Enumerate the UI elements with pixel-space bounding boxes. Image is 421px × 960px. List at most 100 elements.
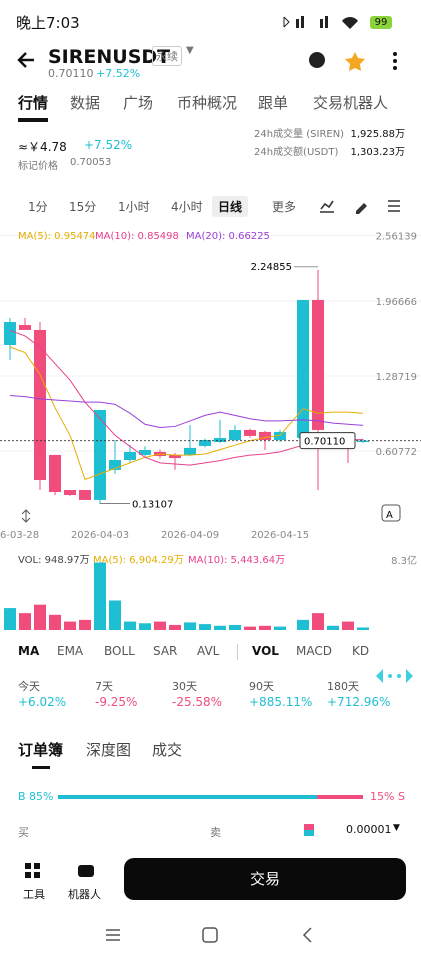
- tab[interactable]: 币种概况: [177, 94, 238, 112]
- candle-body: [169, 454, 181, 459]
- candle-body: [214, 438, 226, 443]
- mark-label: 标记价格: [18, 161, 58, 172]
- candle-body: [297, 299, 309, 439]
- candle-body: [124, 451, 136, 460]
- indicator-tab[interactable]: AVL: [197, 644, 220, 658]
- precision-arrow: ▼: [393, 823, 400, 833]
- candle-body: [109, 459, 121, 470]
- indicator-tab[interactable]: SAR: [153, 644, 178, 658]
- volume-bar: [312, 613, 324, 630]
- tab[interactable]: 行情: [18, 94, 49, 112]
- col-sell: 卖: [210, 826, 221, 839]
- vol-legend: MA(10): 5,443.64万: [188, 555, 285, 566]
- volume-bar: [297, 619, 309, 630]
- header-icons: [309, 52, 397, 71]
- volume-bar: [169, 624, 181, 630]
- separator: [237, 644, 238, 660]
- candle-body: [94, 409, 106, 500]
- cny-price: ≈￥4.78: [18, 140, 67, 154]
- trade-button[interactable]: 交易: [124, 858, 406, 900]
- ma-line: [9, 395, 364, 429]
- candle-body: [274, 431, 286, 441]
- period-value: +712.96%: [327, 695, 391, 709]
- candle-body: [244, 429, 256, 436]
- ma-legend: MA(5): 0.95474: [18, 231, 96, 242]
- tab[interactable]: 数据: [70, 94, 101, 112]
- volume-bar: [229, 624, 241, 630]
- y-tick-label: 1.96666: [376, 297, 417, 308]
- ma-line: [9, 346, 364, 481]
- period-value: +6.02%: [18, 695, 67, 709]
- timeframe[interactable]: 1小时: [118, 200, 150, 214]
- bottom-icons: [25, 863, 94, 878]
- battery: 99: [370, 16, 392, 29]
- stat-label: 24h成交额(USDT): [254, 147, 339, 158]
- candle-body: [259, 431, 271, 441]
- tab[interactable]: 交易机器人: [313, 94, 389, 112]
- mark-price: 0.70053: [70, 157, 112, 168]
- sell-ratio: 15% S: [370, 790, 405, 803]
- period-label: 90天: [249, 680, 274, 693]
- cny-change: +7.52%: [84, 138, 133, 152]
- y-tick-label: 0.60772: [376, 447, 417, 458]
- layout-icon[interactable]: [304, 824, 314, 836]
- volume-bar: [34, 604, 46, 630]
- robot[interactable]: 机器人: [68, 888, 101, 901]
- buy-ratio: B 85%: [18, 790, 54, 803]
- ma-legend: MA(20): 0.66225: [186, 231, 270, 242]
- vol-legend: MA(5): 6,904.29万: [93, 555, 184, 566]
- status-icons: [283, 16, 358, 29]
- back-button[interactable]: [16, 50, 38, 70]
- tab[interactable]: 跟单: [258, 94, 289, 112]
- indicator-tab[interactable]: VOL: [252, 644, 279, 658]
- auto-button: [381, 504, 401, 522]
- candle-body: [19, 325, 31, 330]
- candle-body: [34, 329, 46, 480]
- header-change: +7.52%: [96, 67, 141, 80]
- col-buy: 买: [18, 826, 29, 839]
- ob-tab[interactable]: 成交: [152, 741, 183, 759]
- dropdown[interactable]: ▼: [186, 45, 194, 56]
- indicator-tab[interactable]: MACD: [296, 644, 332, 658]
- stat-label: 24h成交量 (SIREN): [254, 129, 345, 140]
- tab[interactable]: 广场: [123, 94, 154, 112]
- ob-tab[interactable]: 深度图: [86, 741, 132, 759]
- volume-bar: [214, 625, 226, 630]
- timeframe[interactable]: 更多: [272, 200, 297, 214]
- volume-bar: [79, 619, 91, 630]
- y-tick-label: 1.28719: [376, 372, 417, 383]
- indicator-tab[interactable]: BOLL: [104, 644, 135, 658]
- period-label: 今天: [18, 680, 40, 693]
- candle-body: [49, 454, 61, 492]
- candle-body: [184, 447, 196, 455]
- period-label: 7天: [95, 680, 113, 693]
- precision[interactable]: 0.00001: [346, 823, 392, 836]
- kline-chart: 2.56139 1.96666 1.28719 0.60772 2026-03-28 20…: [0, 231, 421, 630]
- volume-bar: [124, 621, 136, 630]
- indicator-tab[interactable]: EMA: [57, 644, 84, 658]
- indicator-tab[interactable]: KD: [352, 644, 370, 658]
- timeframe[interactable]: 日线: [212, 196, 249, 217]
- symbol[interactable]: SIRENUSDT: [48, 46, 171, 68]
- volume-bar: [327, 625, 339, 630]
- timeframe[interactable]: 15分: [69, 200, 97, 214]
- stat-value: 1,303.23万: [350, 147, 405, 158]
- timeframe[interactable]: 1分: [28, 200, 48, 214]
- volume-bar: [64, 621, 76, 630]
- x-tick-label: 2026-04-15: [251, 530, 309, 541]
- chart-tools: [320, 200, 400, 214]
- last-price-box: [299, 432, 356, 450]
- x-tick-label: 2026-04-09: [161, 530, 219, 541]
- tools[interactable]: 工具: [23, 888, 45, 901]
- ob-tab[interactable]: 订单簿: [18, 741, 64, 759]
- period-value: -9.25%: [95, 695, 138, 709]
- period-value: -25.58%: [172, 695, 223, 709]
- indicator-tab[interactable]: MA: [18, 644, 40, 658]
- volume-bar: [94, 562, 106, 630]
- buy-bar: [58, 795, 318, 799]
- candle-body: [229, 429, 241, 441]
- vol-tick-label: 8.3亿: [391, 554, 417, 567]
- timeframe[interactable]: 4小时: [171, 200, 203, 214]
- volume-bar: [154, 621, 166, 630]
